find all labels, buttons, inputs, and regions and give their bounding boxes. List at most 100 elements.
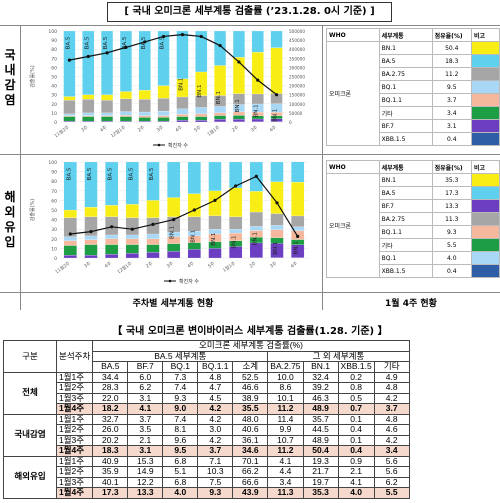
legend-lineage-name: BF.7	[378, 199, 433, 213]
value-cell: 11.4	[267, 413, 304, 425]
bar-segment-BQ.1.1	[214, 112, 227, 116]
section-divider-bottom	[0, 292, 500, 293]
bar-segment-기타	[125, 244, 139, 254]
y-axis-label: 검출률(%)	[29, 199, 36, 222]
x-tick-label: 3주	[166, 261, 175, 270]
bar-segment-BF.7	[251, 118, 264, 122]
value-cell: 38.9	[232, 392, 269, 404]
table-row: 국내감염 1월1주 32.7 3.7 7.4 4.2 48.0 11.4 35.7 0.1 4.8	[3, 413, 410, 457]
x-tick-label: 1월1주	[221, 260, 236, 274]
value-cell: 12.2	[127, 476, 164, 488]
bar-segment-BQ.1	[84, 235, 98, 240]
legend-header-cell: 비고	[470, 160, 500, 174]
bar-label: BN.1	[252, 232, 258, 245]
value-cell: 9.5	[162, 445, 199, 457]
bar-segment-기타	[146, 244, 160, 253]
bar-segment-BQ.1.1	[138, 115, 151, 118]
bar-segment-BA.5	[291, 161, 305, 183]
x-tick-label: 4주	[174, 125, 183, 134]
bar-segment-BN.1	[208, 190, 222, 216]
header-other-group: 그 외 세부계통	[267, 350, 410, 362]
value-cell: 4.8	[373, 382, 410, 394]
value-cell: 34.4	[92, 371, 129, 383]
value-cell: 4.8	[197, 371, 234, 383]
value-cell: 52.5	[232, 371, 269, 383]
bar-segment-BA.2.75	[125, 217, 139, 236]
bar-label: BN.1	[197, 84, 203, 97]
case-count-point	[89, 230, 93, 234]
bar-segment-BN.1	[251, 52, 264, 95]
value-cell: 0.4	[337, 445, 375, 457]
bar-segment-BN.1	[101, 94, 114, 101]
value-cell: 32.4	[302, 371, 339, 383]
legend-lineage-name: 기타	[378, 106, 433, 120]
case-count-point	[110, 225, 114, 229]
bar-segment-BA.5	[157, 30, 170, 86]
legend-share-value: 5.5	[431, 238, 472, 252]
bar-segment-BA.5	[119, 30, 132, 92]
value-cell: 10.3	[197, 466, 234, 478]
bar-segment-BA.5	[270, 161, 284, 182]
bar-segment-기타	[214, 115, 227, 120]
header-ba5-group: BA.5 세부계통	[92, 350, 269, 362]
x-tick-label: 11월2주	[53, 124, 71, 139]
x-tick-label: 2주	[248, 261, 257, 270]
value-cell: 9.0	[162, 403, 199, 415]
value-cell: 0.1	[337, 413, 375, 425]
bar-segment-BF.7	[176, 120, 189, 123]
value-cell: 3.7	[373, 403, 410, 415]
value-cell: 66.2	[232, 466, 269, 478]
bar-segment-BF.7	[82, 120, 95, 123]
legend-color-swatch	[470, 173, 500, 187]
week-cell: 1월4주	[55, 487, 94, 499]
value-cell: 4.1	[127, 403, 164, 415]
value-cell: 50.4	[302, 445, 339, 457]
legend-share-value: 35.3	[431, 173, 472, 187]
bar-segment-BQ.1	[214, 106, 227, 113]
bar-segment-BA.2.75	[138, 99, 151, 113]
value-cell: 7.5	[197, 476, 234, 488]
value-cell: 44.5	[302, 424, 339, 436]
value-cell: 4.1	[267, 455, 304, 467]
bar-segment-BA.5	[167, 161, 181, 198]
value-cell: 3.7	[127, 413, 164, 425]
bar-segment-기타	[101, 116, 114, 122]
week-cell: 1월3주	[55, 392, 94, 404]
domestic-side-label: 국내감염	[4, 48, 16, 107]
value-cell: 10.7	[267, 434, 304, 446]
legend-lineage-name: BN.1	[378, 173, 433, 187]
value-cell: 3.4	[267, 476, 304, 488]
value-cell: 48.0	[232, 413, 269, 425]
bar-label: BN.1	[211, 233, 217, 246]
week-cell: 1월2주	[55, 382, 94, 394]
value-cell: 14.9	[127, 466, 164, 478]
bar-segment-BN.1	[84, 207, 98, 217]
bar-segment-BQ.1.1	[82, 115, 95, 117]
value-cell: 10.1	[267, 392, 304, 404]
table-row: 해외유입 1월1주 40.9 15.3 6.8 7.1 70.1 4.1 19.3 0.9 5.6	[3, 455, 410, 499]
bar-segment-BF.7	[63, 255, 77, 259]
bar-segment-BN.1	[229, 187, 243, 217]
case-count-point	[192, 208, 196, 212]
value-cell: 0.8	[337, 382, 375, 394]
bar-segment-BQ.1	[270, 225, 284, 230]
column-divider-right	[322, 25, 323, 310]
x-tick-label: 1월1주	[206, 124, 221, 138]
legend-color-swatch	[470, 106, 500, 120]
legend-color-swatch	[470, 67, 500, 81]
legend-share-value: 13.3	[431, 199, 472, 213]
table-row: 1월2주 28.3 6.2 7.4 4.7 46.6 8.6 39.2 0.8 4.8	[4, 382, 410, 394]
y-tick-label: 70	[51, 189, 57, 195]
bar-segment-기타	[119, 116, 132, 122]
value-cell: 10.0	[267, 371, 304, 383]
table-row: 1월2주 26.0 3.5 8.1 3.0 40.6 9.9 44.5 0.4 4.6	[4, 424, 410, 436]
value-cell: 35.5	[232, 403, 269, 415]
x-tick-label: 4주	[99, 125, 108, 134]
legend-lineage-name: BA.2.75	[378, 67, 433, 81]
legend-header-cell: WHO	[326, 160, 380, 174]
bar-segment-BQ.1	[63, 236, 77, 241]
bar-segment-BA.5	[125, 161, 139, 205]
legend-lineage-name: BQ.1	[378, 80, 433, 94]
bar-segment-BN.1	[249, 191, 263, 213]
value-cell: 4.2	[373, 392, 410, 404]
